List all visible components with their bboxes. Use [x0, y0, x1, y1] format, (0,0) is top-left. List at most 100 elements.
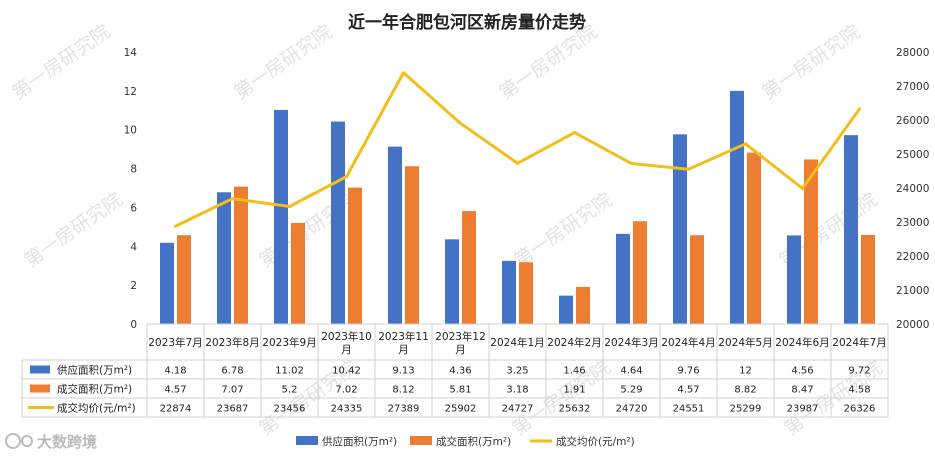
supply-area-bar — [559, 295, 573, 324]
right-axis-tick-label: 28000 — [896, 47, 929, 59]
supply-area-bar — [730, 90, 744, 324]
supply-area-bar — [445, 239, 459, 324]
supply-area-bar — [787, 235, 801, 324]
table-cell-value: 4.36 — [449, 366, 471, 377]
category-label-line: 月 — [455, 344, 466, 356]
deal-area-bar — [177, 235, 191, 324]
table-cell-value: 11.02 — [275, 366, 304, 377]
legend-swatch — [296, 436, 318, 445]
table-cell-value: 12 — [739, 366, 752, 377]
avg-price-point — [687, 167, 690, 171]
table-cell-value: 25902 — [445, 404, 477, 415]
left-axis-tick-label: 2 — [130, 280, 137, 292]
table-cell-value: 4.58 — [848, 385, 870, 396]
table-cell-value: 8.47 — [791, 385, 813, 396]
category-label-line: 月 — [341, 344, 352, 356]
left-axis-tick-label: 0 — [130, 319, 137, 331]
supply-area-bar — [388, 146, 402, 324]
category-label: 2023年7月 — [148, 336, 202, 349]
category-label: 2024年5月 — [718, 336, 772, 349]
legend-label: 成交均价(元/m²) — [556, 435, 635, 448]
table-cell-value: 22874 — [160, 404, 192, 415]
category-label-line: 2023年11 — [378, 330, 429, 343]
left-axis-tick-label: 6 — [130, 202, 137, 214]
avg-price-point — [858, 107, 861, 111]
logo-mark-icon — [5, 433, 33, 449]
legend-label: 成交面积(万m²) — [436, 435, 511, 448]
left-axis-tick-label: 14 — [124, 47, 138, 59]
left-axis-tick-label: 8 — [130, 164, 137, 176]
table-cell-value: 4.64 — [620, 366, 642, 377]
supply-area-bar — [502, 260, 516, 324]
category-label: 2023年10 月 — [321, 330, 372, 356]
bar-series-group — [160, 90, 875, 324]
table-cell-value: 1.91 — [563, 385, 585, 396]
supply-area-bar — [274, 109, 288, 324]
category-label: 2024年3月 — [604, 336, 658, 349]
chart-title: 近一年合肥包河区新房量价走势 — [348, 12, 586, 33]
supply-area-bar — [844, 135, 858, 324]
logo-text: 大数跨境 — [37, 433, 97, 451]
table-cell-value: 9.76 — [677, 366, 699, 377]
right-axis-tick-label: 22000 — [896, 251, 929, 263]
table-cell-value: 4.56 — [791, 366, 813, 377]
avg-price-point — [174, 224, 177, 228]
line-series-group — [174, 71, 861, 228]
table-cell-value: 4.57 — [164, 385, 186, 396]
left-axis: 0 2 4 6 8 10 12 14 — [124, 47, 138, 331]
deal-area-bar — [633, 221, 647, 324]
category-label: 2024年1月 — [490, 336, 544, 349]
avg-price-point — [801, 186, 804, 190]
deal-area-bar — [747, 152, 761, 324]
avg-price-point — [744, 142, 747, 146]
category-label: 2024年6月 — [775, 336, 829, 349]
table-cell-value: 23987 — [787, 404, 819, 415]
table-cell-value: 23687 — [217, 404, 249, 415]
row-label: 成交面积(万m²) — [57, 383, 132, 396]
left-axis-tick-label: 4 — [130, 241, 137, 253]
avg-price-point — [288, 204, 291, 208]
table-cell-value: 24335 — [331, 404, 363, 415]
row-label: 供应面积(万m²) — [57, 364, 132, 377]
deal-area-bar — [804, 159, 818, 324]
category-label: 2023年9月 — [262, 336, 316, 349]
table-cell-value: 10.42 — [332, 366, 361, 377]
table-cell-value: 24727 — [502, 404, 534, 415]
avg-price-point — [345, 175, 348, 179]
deal-area-bar — [234, 186, 248, 324]
table-cell-value: 8.12 — [392, 385, 414, 396]
avg-price-point — [459, 121, 462, 125]
table-cell-value: 9.13 — [392, 366, 414, 377]
legend: 供应面积(万m²) 成交面积(万m²) 成交均价(元/m²) — [296, 435, 635, 448]
table-cell-value: 5.81 — [449, 385, 471, 396]
right-axis: 20000 21000 22000 23000 24000 25000 26000 27000… — [896, 47, 929, 331]
table-cell-value: 25632 — [559, 404, 591, 415]
table-cell-value: 9.72 — [848, 366, 870, 377]
deal-area-bar — [519, 262, 533, 324]
table-cell-value: 3.18 — [506, 385, 528, 396]
table-cell-value: 5.2 — [282, 385, 298, 396]
right-axis-tick-label: 23000 — [896, 217, 929, 229]
avg-price-point — [516, 161, 519, 165]
supply-area-bar — [331, 121, 345, 324]
category-label: 2024年2月 — [547, 336, 601, 349]
category-label: 2024年4月 — [661, 336, 715, 349]
supply-area-bar — [673, 134, 687, 324]
deal-area-bar — [690, 235, 704, 324]
right-axis-tick-label: 27000 — [896, 81, 929, 93]
table-cell-value: 23456 — [274, 404, 306, 415]
table-cell-value: 24551 — [673, 404, 705, 415]
category-label: 2023年11 月 — [378, 330, 429, 356]
category-label-line: 2023年12 — [435, 330, 486, 343]
table-cell-value: 4.57 — [677, 385, 699, 396]
deal-area-bar — [576, 286, 590, 324]
avg-price-point — [402, 71, 405, 75]
row-key-swatch — [30, 384, 50, 393]
left-axis-tick-label: 12 — [124, 86, 137, 98]
deal-area-bar — [291, 222, 305, 324]
table-cell-value: 26326 — [844, 404, 876, 415]
legend-swatch — [410, 436, 432, 445]
table-cell-value: 8.82 — [734, 385, 756, 396]
